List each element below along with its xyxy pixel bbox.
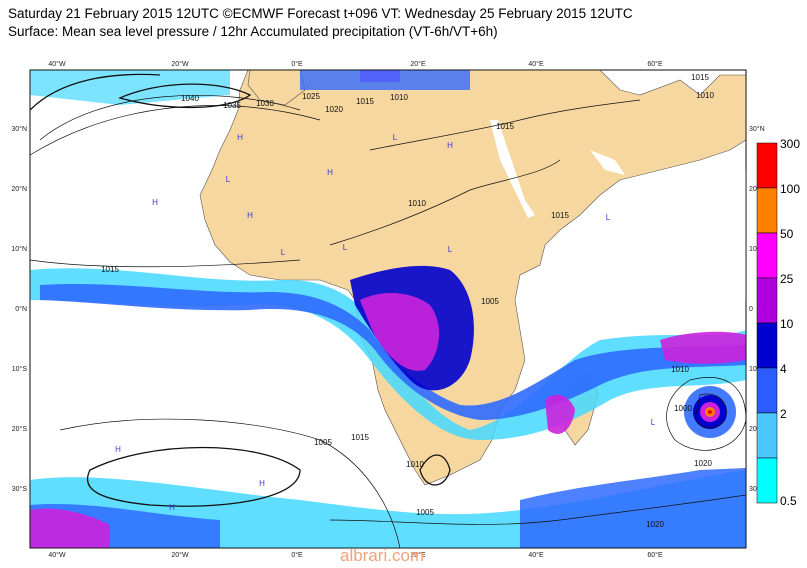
left-lat-label: 30°N	[11, 125, 27, 133]
pressure-center-label: L	[343, 243, 348, 252]
right-lat-label: 20	[749, 426, 757, 433]
pressure-center-label: L	[393, 133, 398, 142]
pressure-center-label: H	[259, 479, 265, 488]
top-longitude-labels: 40°W 20°W 0°E 20°E 40°E 60°E	[48, 60, 663, 68]
isobar-label: 1005	[481, 297, 499, 306]
precipitation-colorbar	[756, 142, 778, 504]
colorbar-label: 50	[780, 227, 794, 241]
top-lon-label: 60°E	[647, 60, 663, 68]
left-latitude-labels: 30°N 20°N 10°N 0°N 10°S 20°S 30°S	[11, 125, 27, 493]
pressure-center-label: L	[281, 248, 286, 257]
colorbar-swatch	[756, 367, 778, 414]
colorbar-label: 25	[780, 272, 794, 286]
bottom-lon-label: 60°E	[647, 551, 663, 559]
isobar-label: 1035	[223, 101, 241, 110]
colorbar-swatch	[756, 187, 778, 234]
left-lat-label: 10°S	[12, 365, 28, 373]
right-lat-label: 0	[749, 306, 753, 313]
colorbar-label: 4	[780, 362, 787, 376]
land-africa-eurasia	[199, 70, 746, 486]
pressure-center-label: L	[448, 245, 453, 254]
persian-gulf	[590, 150, 625, 175]
isobar-label: 1040	[181, 94, 199, 103]
left-lat-label: 20°S	[12, 425, 28, 433]
isobar-label: 1015	[691, 73, 709, 82]
right-lat-label: 30°N	[749, 125, 765, 133]
bottom-lon-label: 20°E	[410, 551, 426, 559]
isobar-label: 1005	[416, 508, 434, 517]
left-lat-label: 20°N	[11, 185, 27, 193]
colorbar-label: 100	[780, 182, 801, 196]
chart-subtitle: Surface: Mean sea level pressure / 12hr …	[8, 24, 498, 39]
pressure-center-label: H	[237, 133, 243, 142]
colorbar-swatch	[756, 232, 778, 279]
pressure-center-label: H	[247, 211, 253, 220]
left-lat-label: 30°S	[12, 485, 28, 493]
pressure-center-label: H	[115, 445, 121, 454]
pressure-center-label: H	[152, 198, 158, 207]
bottom-lon-label: 40°E	[528, 551, 544, 559]
isobar-label: 1015	[496, 122, 514, 131]
bottom-lon-label: 20°W	[171, 551, 189, 559]
colorbar-swatch	[756, 277, 778, 324]
bottom-lon-label: 40°W	[48, 551, 66, 559]
isobar-layer	[30, 73, 746, 548]
pressure-center-labels: H H H H H H H H L L L L L L L	[115, 133, 656, 512]
isobar-label: 1015	[101, 265, 119, 274]
watermark: albrari.com	[340, 546, 425, 565]
pressure-center-label: H	[169, 503, 175, 512]
top-lon-label: 0°E	[291, 60, 303, 68]
colorbar-label: 2	[780, 407, 787, 421]
isobar-labels: 1040 1035 1030 1025 1020 1015 1010 1015 1010 1015…	[101, 73, 714, 529]
right-lat-label: 20	[749, 186, 757, 193]
top-lon-label: 40°W	[48, 60, 66, 68]
right-lat-label: 10	[749, 366, 757, 373]
colorbar-swatch	[756, 142, 778, 189]
isobar-label: 1015	[551, 211, 569, 220]
colorbar-swatch	[756, 412, 778, 459]
isobar-label: 1030	[256, 99, 274, 108]
isobar-label: 1010	[406, 460, 424, 469]
bottom-longitude-labels: 40°W 20°W 0°E 20°E 40°E 60°E	[48, 551, 663, 559]
right-lat-label: 30	[749, 486, 757, 493]
left-lat-label: 0°N	[15, 305, 27, 313]
precipitation-layer	[30, 70, 746, 548]
colorbar-swatch	[756, 457, 778, 504]
isobar-label: 1020	[694, 459, 712, 468]
colorbar-label: 300	[780, 137, 801, 151]
pressure-center-label: L	[226, 175, 231, 184]
isobar-label: 1020	[325, 105, 343, 114]
top-lon-label: 20°E	[410, 60, 426, 68]
pressure-center-label: L	[651, 418, 656, 427]
right-latitude-labels: 30°N 20 10 0 10 20 30	[749, 125, 765, 493]
isobar-label: 1015	[351, 433, 369, 442]
pressure-center-label: H	[447, 141, 453, 150]
top-lon-label: 40°E	[528, 60, 544, 68]
land-iberia	[247, 70, 306, 106]
colorbar-label: 10	[780, 317, 794, 331]
isobar-label: 1020	[646, 520, 664, 529]
pressure-center-label: H	[327, 168, 333, 177]
isobar-label: 1000	[674, 404, 692, 413]
isobar-label: 1015	[356, 97, 374, 106]
isobar-label: 1010	[696, 91, 714, 100]
colorbar-swatch	[756, 322, 778, 369]
isobar-label: 1010	[390, 93, 408, 102]
arabian-sea	[560, 170, 746, 300]
red-sea	[490, 120, 535, 218]
bottom-lon-label: 0°E	[291, 551, 303, 559]
top-lon-label: 20°W	[171, 60, 189, 68]
chart-title: Saturday 21 February 2015 12UTC ©ECMWF F…	[8, 6, 633, 21]
isobar-label: 1010	[671, 365, 689, 374]
colorbar-label: 0.5	[780, 494, 797, 508]
left-lat-label: 10°N	[11, 245, 27, 253]
isobar-label: 1025	[302, 92, 320, 101]
isobar-label: 1010	[408, 199, 426, 208]
isobar-label: 1005	[314, 438, 332, 447]
right-lat-label: 10	[749, 246, 757, 253]
pressure-center-label: L	[606, 213, 611, 222]
